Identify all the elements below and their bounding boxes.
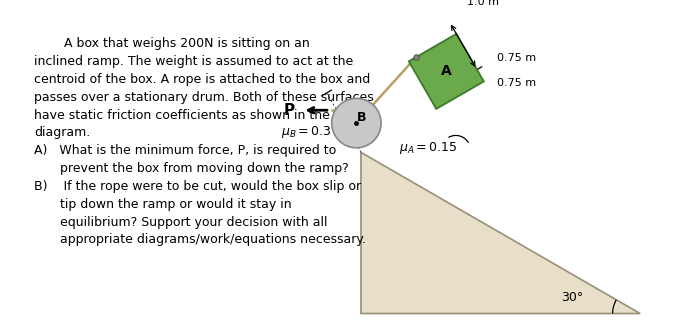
Polygon shape xyxy=(409,34,484,109)
Text: appropriate diagrams/work/equations necessary.: appropriate diagrams/work/equations nece… xyxy=(60,233,366,247)
Text: A box that weighs 200N is sitting on an: A box that weighs 200N is sitting on an xyxy=(64,37,309,50)
Text: diagram.: diagram. xyxy=(34,126,90,139)
Text: $\mu_B = 0.3$: $\mu_B = 0.3$ xyxy=(281,124,332,140)
Text: 0.75 m: 0.75 m xyxy=(497,53,536,63)
Polygon shape xyxy=(361,152,640,314)
Text: passes over a stationary drum. Both of these surfaces: passes over a stationary drum. Both of t… xyxy=(34,91,374,104)
Text: $\mu_A = 0.15$: $\mu_A = 0.15$ xyxy=(399,140,458,156)
Circle shape xyxy=(332,98,381,148)
Text: 30°: 30° xyxy=(561,291,583,304)
Text: A: A xyxy=(441,64,452,79)
Text: P: P xyxy=(284,103,295,118)
Text: centroid of the box. A rope is attached to the box and: centroid of the box. A rope is attached … xyxy=(34,73,370,86)
Text: 0.75 m: 0.75 m xyxy=(497,79,536,88)
Text: 1.0 m: 1.0 m xyxy=(467,0,499,7)
Text: have static friction coefficients as shown in the: have static friction coefficients as sho… xyxy=(34,109,330,121)
Text: tip down the ramp or would it stay in: tip down the ramp or would it stay in xyxy=(60,198,291,211)
Text: A)   What is the minimum force, P, is required to: A) What is the minimum force, P, is requ… xyxy=(34,144,337,157)
Text: B: B xyxy=(357,111,367,124)
Text: equilibrium? Support your decision with all: equilibrium? Support your decision with … xyxy=(60,215,328,229)
Text: B)    If the rope were to be cut, would the box slip or: B) If the rope were to be cut, would the… xyxy=(34,180,361,193)
Text: prevent the box from moving down the ramp?: prevent the box from moving down the ram… xyxy=(60,162,349,175)
Text: inclined ramp. The weight is assumed to act at the: inclined ramp. The weight is assumed to … xyxy=(34,55,354,68)
